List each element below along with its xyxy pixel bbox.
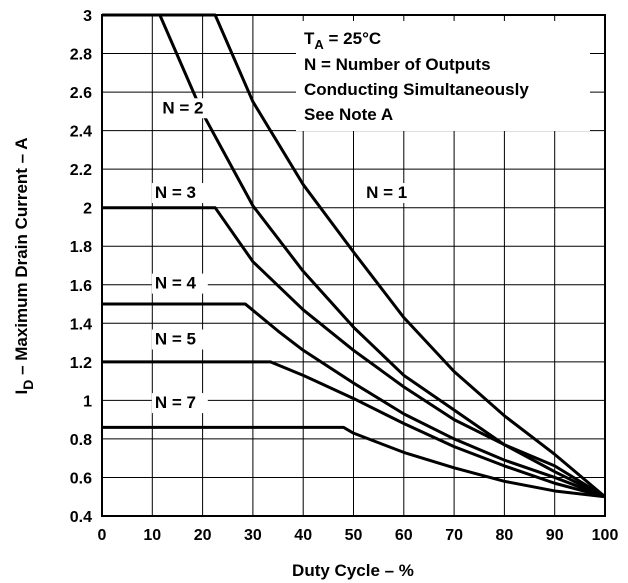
curve-label-4: N = 5	[155, 330, 196, 349]
curve-label-5: N = 7	[155, 393, 196, 412]
curve-label-background	[363, 183, 420, 204]
x-tick-label-4: 40	[294, 527, 312, 544]
curve-label-background	[151, 329, 208, 350]
x-tick-label-6: 60	[395, 527, 413, 544]
y-tick-label-3: 1	[83, 393, 92, 410]
y-tick-label-0: 0.4	[70, 509, 92, 526]
y-axis-label: ID – Maximum Drain Current – A	[12, 137, 36, 394]
y-tick-label-8: 2	[83, 201, 92, 218]
x-tick-label-3: 30	[244, 527, 262, 544]
series-line-n5	[102, 360, 606, 499]
y-tick-label-7: 1.8	[70, 239, 92, 256]
x-tick-label-9: 90	[546, 527, 564, 544]
curve-label-0: N = 1	[366, 183, 407, 202]
annotation-box-background	[296, 21, 590, 131]
curve-label-1: N = 2	[162, 98, 203, 117]
y-tick-label-6: 1.6	[70, 278, 92, 295]
series-line-n7	[102, 425, 606, 499]
tick-labels: 0 10 20 30 40 50 60 70 80 90 100 0.4 0.6 0.8 1 1.2 1.4 1.…	[70, 8, 619, 544]
x-tick-label-1: 10	[143, 527, 161, 544]
x-tick-label-7: 70	[445, 527, 463, 544]
series-line-n2	[102, 13, 606, 499]
curves	[102, 13, 606, 499]
series-line-n1	[102, 13, 606, 498]
y-tick-label-9: 2.2	[70, 162, 92, 179]
curve-label-background	[151, 273, 208, 294]
curve-label-2: N = 3	[155, 183, 196, 202]
y-tick-label-5: 1.4	[70, 316, 92, 333]
x-axis-label: Duty Cycle – %	[292, 561, 414, 580]
x-tick-label-2: 20	[194, 527, 212, 544]
y-tick-label-1: 0.6	[70, 470, 92, 487]
annotation-conducting: Conducting Simultaneously	[304, 80, 529, 99]
series-line-n3	[102, 206, 606, 499]
annotation-note: See Note A	[304, 105, 393, 124]
x-tick-label-10: 100	[592, 527, 619, 544]
annotation-n-definition: N = Number of Outputs	[304, 55, 491, 74]
y-tick-label-2: 0.8	[70, 432, 92, 449]
x-tick-label-0: 0	[98, 527, 107, 544]
curve-label-background	[151, 183, 208, 204]
plot-frame	[101, 14, 606, 517]
x-tick-label-5: 50	[345, 527, 363, 544]
curve-label-background	[159, 98, 216, 119]
y-tick-label-12: 2.8	[70, 47, 92, 64]
curve-label-background	[151, 393, 208, 414]
series-line-n4	[102, 302, 606, 499]
annotation-temperature: TA = 25°C	[304, 29, 381, 52]
curve-label-3: N = 4	[155, 274, 197, 293]
y-tick-label-4: 1.2	[70, 355, 92, 372]
curve-labels: N = 1 N = 2 N = 3 N = 4 N = 5 N = 7	[151, 98, 420, 414]
x-tick-label-8: 80	[496, 527, 514, 544]
y-tick-label-13: 3	[83, 8, 92, 25]
y-tick-label-10: 2.4	[70, 124, 92, 141]
y-tick-label-11: 2.6	[70, 85, 92, 102]
